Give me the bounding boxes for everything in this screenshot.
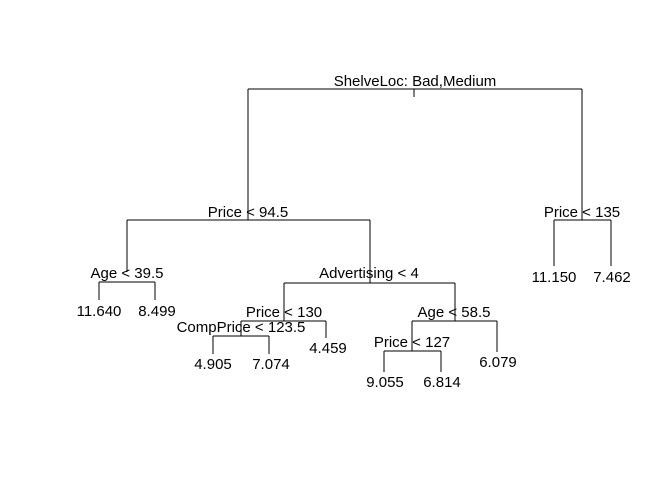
split-label-price-135: Price < 135 (544, 204, 620, 221)
split-label-compprice-123-5: CompPrice < 123.5 (177, 319, 306, 336)
leaf-value: 9.055 (366, 374, 404, 391)
split-price-135 (553, 219, 612, 266)
split-age-39-5 (98, 281, 156, 300)
split-price-127 (383, 350, 442, 372)
leaf-value: 6.814 (423, 374, 461, 391)
leaf-value: 4.905 (194, 356, 232, 373)
split-price-130 (240, 320, 327, 338)
split-label-age-39-5: Age < 39.5 (91, 265, 164, 282)
leaf-value: 7.462 (593, 269, 631, 286)
split-compprice-123-5 (212, 335, 270, 354)
leaf-value: 7.074 (252, 356, 290, 373)
split-age-58-5 (411, 320, 498, 352)
leaf-value: 8.499 (138, 303, 176, 320)
split-label-price-127: Price < 127 (374, 334, 450, 351)
split-label-price-130: Price < 130 (246, 304, 322, 321)
split-advertising-4 (283, 282, 456, 321)
split-label-root: ShelveLoc: Bad,Medium (334, 73, 497, 90)
split-price-94-5 (126, 219, 371, 283)
split-root (247, 88, 583, 220)
leaf-value: 11.150 (532, 269, 577, 286)
leaf-value: 6.079 (479, 354, 517, 371)
leaf-value: 11.640 (77, 303, 122, 320)
split-label-advertising-4: Advertising < 4 (319, 265, 419, 282)
split-label-age-58-5: Age < 58.5 (418, 304, 491, 321)
split-label-price-94-5: Price < 94.5 (208, 204, 288, 221)
leaf-value: 4.459 (309, 340, 347, 357)
